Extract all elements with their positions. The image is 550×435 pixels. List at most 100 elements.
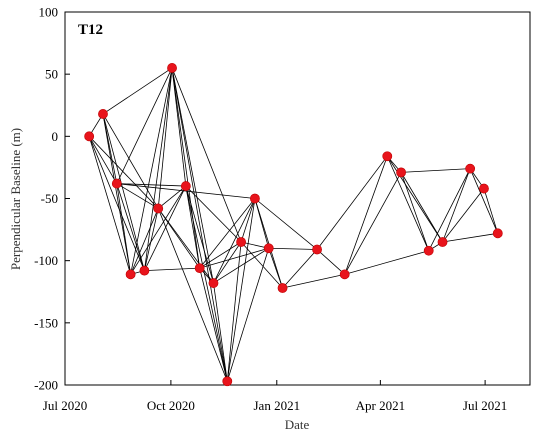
x-axis-title: Date [285, 417, 310, 432]
y-tick-label: 0 [52, 129, 59, 144]
acquisition-point [263, 243, 274, 254]
pair-line [400, 172, 443, 243]
pair-line [199, 241, 242, 269]
pair-line [185, 185, 214, 284]
pair-line [226, 241, 242, 382]
pair-line [157, 185, 187, 209]
acquisition-points [84, 63, 503, 387]
x-tick-label: Jan 2021 [253, 398, 300, 413]
pair-line [102, 113, 159, 209]
pair-line [157, 67, 173, 209]
y-tick-label: 50 [45, 67, 58, 82]
acquisition-point [222, 376, 233, 387]
pair-line [344, 250, 429, 275]
pair-line [226, 198, 256, 382]
pair-line [88, 136, 159, 209]
acquisition-point [84, 131, 95, 142]
plot-frame [64, 11, 531, 386]
x-tick-label: Jul 2020 [43, 398, 87, 413]
pair-line [185, 186, 201, 269]
pair-line [199, 198, 256, 269]
pair-line [442, 188, 485, 243]
acquisition-point [111, 178, 122, 189]
acquisition-point [437, 237, 448, 247]
pair-line [442, 232, 498, 243]
acquisition-point [180, 181, 191, 191]
pair-line [116, 183, 186, 187]
pair-line [116, 183, 132, 275]
pair-line [144, 67, 173, 271]
pair-line [386, 156, 430, 251]
pair-line [144, 208, 159, 271]
pair-line [157, 208, 228, 382]
pair-line [268, 248, 283, 289]
pair-line [442, 168, 471, 243]
pair-line [199, 247, 269, 269]
x-tick-label: Oct 2020 [147, 398, 195, 413]
pair-line [116, 183, 159, 209]
pair-line [102, 67, 173, 115]
y-tick-label: 100 [39, 5, 59, 20]
pair-line [213, 241, 242, 284]
pair-line [88, 136, 145, 271]
interferogram-pairs [88, 67, 499, 382]
acquisition-point [139, 265, 150, 276]
pair-line [213, 247, 269, 284]
acquisition-point [125, 269, 136, 280]
acquisition-point [312, 244, 322, 255]
pair-line [316, 249, 345, 275]
acquisition-point [479, 183, 489, 194]
panel-label: T12 [78, 22, 103, 38]
y-tick-label: -200 [34, 378, 58, 393]
pair-line [171, 67, 201, 269]
x-axis: Jul 2020 Oct 2020 Jan 2021 Apr 2021 Jul 2021 [43, 380, 507, 413]
pair-line [130, 208, 159, 275]
pair-line [428, 168, 471, 251]
pair-line [88, 136, 118, 184]
acquisition-point [277, 283, 288, 293]
pair-line [199, 268, 228, 382]
pair-line [483, 188, 499, 234]
pair-line [185, 185, 228, 382]
pair-line [116, 183, 255, 199]
pair-line [344, 172, 402, 275]
y-tick-label: -50 [41, 191, 58, 206]
acquisition-point [382, 151, 393, 162]
pair-line [144, 267, 200, 272]
acquisition-point [98, 109, 108, 119]
pair-line [102, 113, 132, 275]
acquisition-point [167, 63, 177, 73]
pair-line [254, 198, 283, 289]
pair-line [171, 67, 214, 284]
acquisition-point [236, 237, 247, 247]
pair-line [344, 156, 388, 275]
pair-line [401, 168, 471, 173]
acquisition-point [339, 269, 350, 280]
y-axis: 100 50 0 -50 -100 -150 -200 [34, 5, 70, 393]
acquisition-point [465, 163, 476, 174]
pair-line [282, 273, 345, 289]
acquisition-point [396, 167, 406, 178]
x-tick-label: Apr 2021 [356, 398, 405, 413]
pair-line [116, 67, 173, 184]
pair-line [226, 248, 270, 382]
pair-line [282, 249, 318, 289]
pair-line [144, 185, 187, 271]
y-axis-title: Perpendicular Baseline (m) [8, 128, 23, 270]
pair-line [130, 185, 187, 275]
pair-line [386, 156, 443, 243]
y-tick-label: -150 [34, 315, 58, 330]
pair-line [88, 136, 131, 275]
pair-line [268, 247, 318, 250]
pair-line [400, 172, 430, 251]
pair-line [116, 183, 145, 271]
y-tick-label: -100 [34, 253, 58, 268]
acquisition-point [194, 263, 205, 274]
pair-line [213, 282, 228, 382]
pair-line [157, 208, 214, 284]
pair-line [171, 67, 228, 382]
pair-line [240, 198, 256, 243]
acquisition-point [492, 228, 503, 239]
pair-line [171, 67, 242, 243]
